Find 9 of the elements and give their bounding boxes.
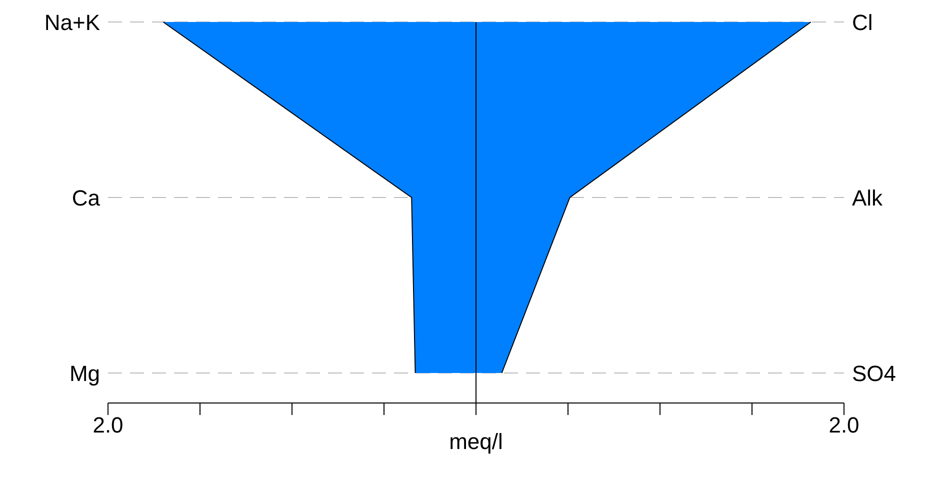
y-tick-label: Na+K bbox=[44, 10, 100, 35]
y2-tick-label: Cl bbox=[852, 10, 873, 35]
x-tick-label: 2.0 bbox=[828, 412, 860, 438]
y2-tick-label: Alk bbox=[852, 185, 884, 210]
y2-tick-label: SO4 bbox=[852, 360, 896, 386]
x-tick-label: 2.0 bbox=[92, 412, 124, 438]
y-tick-label: Ca bbox=[72, 185, 101, 210]
x-axis-title: meq/l bbox=[449, 429, 503, 454]
y-tick-label: Mg bbox=[69, 360, 100, 386]
